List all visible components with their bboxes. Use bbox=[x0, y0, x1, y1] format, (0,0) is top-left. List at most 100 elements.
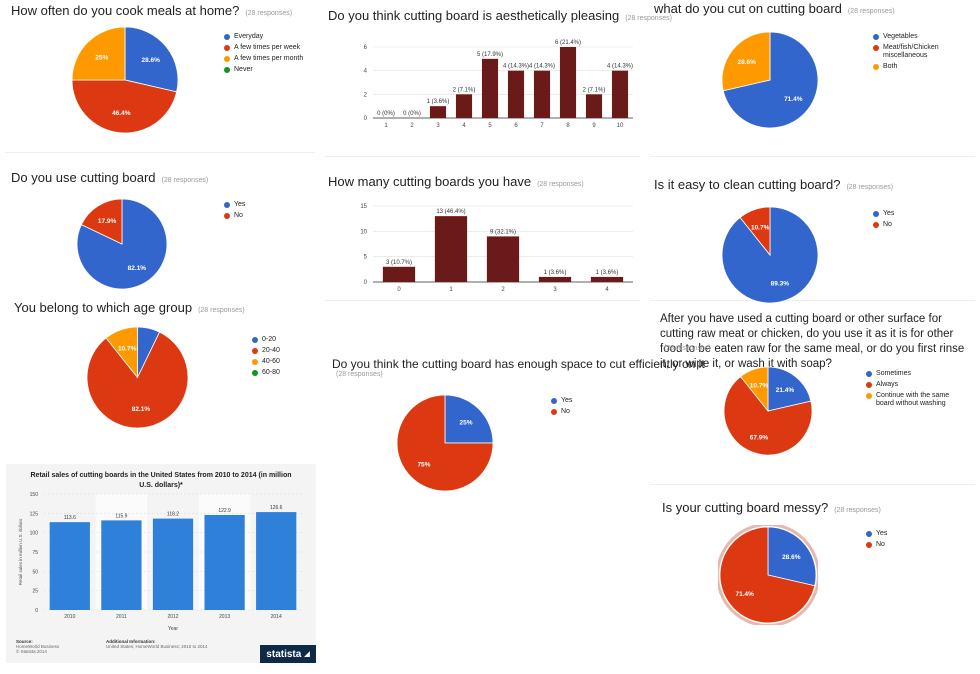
pie-slice-label: 10.7% bbox=[118, 345, 137, 352]
statista-panel: Retail sales of cutting boards in the Un… bbox=[6, 464, 316, 663]
legend-swatch bbox=[252, 359, 258, 365]
bar-value-label: 3 (10.7%) bbox=[386, 260, 412, 266]
x-tick-label: 4 bbox=[462, 123, 466, 129]
bar-value-label: 2 (7.1%) bbox=[583, 87, 606, 93]
bar-chart-aesthetic: 0 2 4 6 0 (0%) 1 0 (0%) 2 1 (3.6%) 3 2 (7.1%) 4 5 (1… bbox=[364, 40, 633, 129]
legend-swatch bbox=[252, 348, 258, 354]
y-tick-label: 50 bbox=[32, 569, 38, 575]
pie-chart-rawmeat: 21.4% 67.9% 10.7% bbox=[723, 366, 813, 456]
bar-value-label: 1 (3.6%) bbox=[596, 270, 619, 276]
x-tick-label: 10 bbox=[617, 123, 624, 129]
pie-chart-messy: 28.6% 71.4% bbox=[718, 525, 818, 625]
response-count: (28 responses) bbox=[625, 15, 672, 22]
pie-slice-label: 28.6% bbox=[782, 554, 801, 561]
statista-logo[interactable]: statista ◢ bbox=[260, 645, 316, 663]
legend-item: Never bbox=[224, 66, 303, 74]
pie-slice-label: 10.7% bbox=[751, 224, 770, 231]
pie-slice-label: 89.3% bbox=[771, 281, 790, 288]
bar-2010 bbox=[49, 522, 90, 610]
pie-slice-label: 82.1% bbox=[132, 406, 151, 413]
source-line: HomeWorld Business bbox=[16, 644, 60, 649]
pie-chart-cook: 28.6% 46.4% 25% bbox=[71, 26, 179, 134]
legend-swatch bbox=[224, 34, 230, 40]
legend-item: No bbox=[866, 541, 887, 549]
pie-slice-label: 67.9% bbox=[750, 434, 769, 441]
pie-slice-continue-with-the-same-board-without-washing bbox=[740, 366, 769, 413]
legend-item: No bbox=[551, 408, 572, 416]
pie-chart-cutwhat: 71.4% 28.6% bbox=[721, 31, 819, 129]
chart-title: Do you use cutting board (28 responses) bbox=[11, 170, 209, 185]
pie-slice-a-few-times-per-month bbox=[71, 26, 126, 81]
pie-slice-no bbox=[80, 198, 123, 245]
bar-5 bbox=[481, 58, 499, 118]
response-count: (28 responses) bbox=[198, 307, 245, 314]
y-tick-label: 10 bbox=[360, 229, 367, 235]
legend-item: Yes bbox=[224, 201, 245, 209]
bar-value-label: 115.9 bbox=[115, 513, 127, 519]
legend-item: Yes bbox=[551, 397, 572, 405]
legend-item: Sometimes bbox=[866, 370, 962, 378]
legend-item: 60-80 bbox=[252, 369, 280, 377]
legend-item: Yes bbox=[866, 530, 887, 538]
chart-title: How often do you cook meals at home? (28 … bbox=[11, 3, 293, 18]
legend: 0-20 20-40 40-60 60-80 bbox=[252, 336, 280, 380]
bar-value-label: 0 (0%) bbox=[377, 111, 395, 117]
y-tick-label: 5 bbox=[364, 255, 368, 261]
bar-value-label: 113.6 bbox=[64, 515, 76, 521]
x-tick-label: 2010 bbox=[64, 614, 75, 620]
legend-swatch bbox=[866, 542, 872, 548]
pie-slice-vegetables bbox=[722, 31, 819, 129]
pie-chart-clean: 89.3% 10.7% bbox=[721, 206, 819, 304]
bar-value-label: 9 (32.1%) bbox=[490, 229, 516, 235]
y-tick-label: 6 bbox=[364, 45, 368, 51]
pie-slice-a-few-times-per-week bbox=[71, 79, 178, 134]
bar-4 bbox=[455, 94, 473, 118]
y-axis-label: Retail sales in million U.S. dollars bbox=[18, 518, 23, 585]
pie-slice-40-60 bbox=[105, 326, 138, 379]
bar-3 bbox=[429, 106, 447, 118]
pie-slice-label: 25% bbox=[460, 419, 473, 426]
y-tick-label: 125 bbox=[30, 511, 39, 517]
legend-swatch bbox=[224, 213, 230, 219]
x-tick-label: 7 bbox=[540, 123, 544, 129]
bar-2 bbox=[486, 236, 520, 282]
bar-value-label: 2 (7.1%) bbox=[453, 87, 476, 93]
pie-slice-label: 25% bbox=[95, 54, 108, 61]
x-tick-label: 3 bbox=[553, 287, 557, 293]
bar-value-label: 4 (14.3%) bbox=[607, 64, 633, 70]
pie-slice-20-40 bbox=[86, 331, 189, 429]
x-tick-label: 2011 bbox=[116, 614, 127, 620]
pie-slice-label: 17.9% bbox=[98, 218, 117, 225]
legend-swatch bbox=[224, 202, 230, 208]
legend: Yes No bbox=[224, 201, 245, 223]
separator bbox=[5, 152, 315, 153]
response-count: (28 responses) bbox=[336, 371, 383, 378]
legend-swatch bbox=[866, 382, 872, 388]
x-tick-label: 2 bbox=[410, 123, 414, 129]
pie-slice-always bbox=[723, 376, 813, 456]
x-tick-label: 1 bbox=[449, 287, 453, 293]
y-tick-label: 25 bbox=[32, 589, 38, 595]
legend: Yes No bbox=[866, 530, 887, 552]
x-tick-label: 2 bbox=[501, 287, 505, 293]
y-tick-label: 0 bbox=[35, 608, 38, 614]
pie-chart-age: 82.1% 10.7% bbox=[86, 326, 189, 429]
y-tick-label: 2 bbox=[364, 92, 368, 98]
legend-swatch bbox=[224, 67, 230, 73]
legend-item: A few times per month bbox=[224, 55, 303, 63]
bar-4 bbox=[590, 276, 624, 282]
info-label: Additional Information: bbox=[106, 639, 156, 644]
response-count: (28 responses) bbox=[834, 507, 881, 514]
response-count: (28 responses) bbox=[161, 177, 209, 184]
x-tick-label: 3 bbox=[436, 123, 440, 129]
x-tick-label: 2014 bbox=[271, 614, 282, 620]
statista-arrow-icon: ◢ bbox=[304, 651, 310, 658]
legend-swatch bbox=[224, 45, 230, 51]
legend-item: No bbox=[873, 221, 894, 229]
legend-swatch bbox=[252, 337, 258, 343]
legend-item: 20-40 bbox=[252, 347, 280, 355]
chart-title: You belong to which age group (28 respons… bbox=[14, 300, 245, 315]
legend-swatch bbox=[551, 409, 557, 415]
pie-slice-everyday bbox=[124, 26, 179, 93]
separator bbox=[650, 300, 975, 301]
